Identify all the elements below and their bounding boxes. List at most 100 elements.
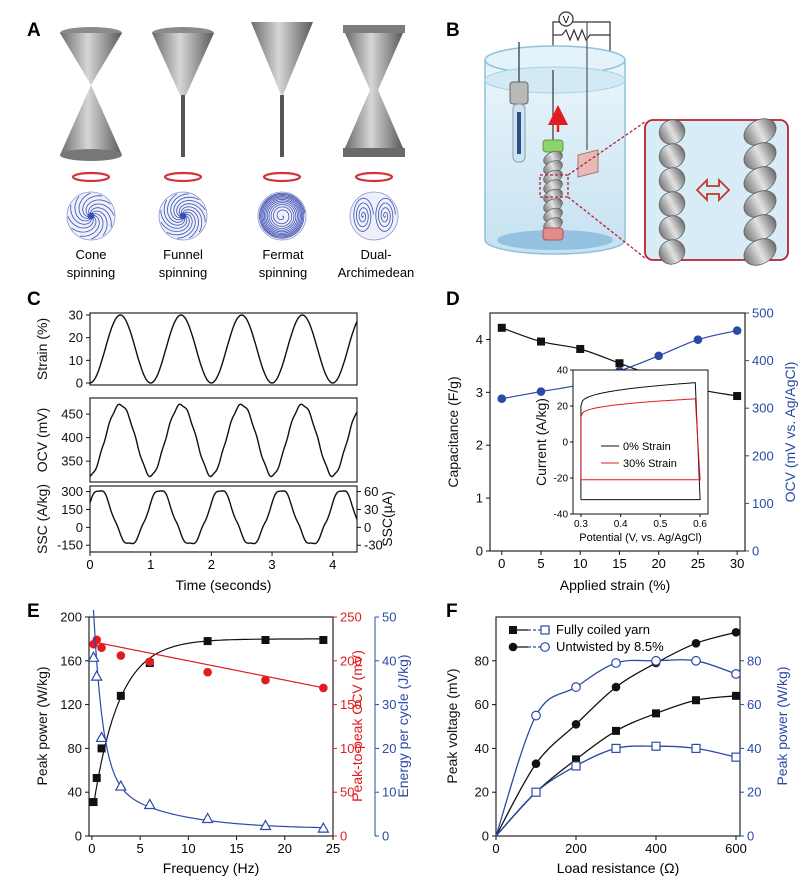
data-point [97, 744, 106, 753]
data-point [651, 741, 661, 751]
data-point [97, 643, 106, 652]
spiral-arm [176, 200, 206, 217]
x-tick-label: 400 [645, 841, 667, 856]
y-tick-label: 150 [340, 697, 362, 712]
y-tick-label: 40 [475, 741, 489, 756]
spiral-arm [170, 193, 189, 221]
plot-frame [89, 312, 358, 386]
data-point [531, 759, 541, 769]
data-point [731, 669, 741, 679]
data-point [143, 798, 156, 810]
spiral-arm [166, 213, 193, 236]
y-tick-label: 0 [75, 829, 82, 844]
legend-label: Untwisted by 8.5% [556, 639, 664, 654]
panel-label-a: A [27, 20, 41, 41]
spiral-arm [160, 215, 190, 232]
archimedean-spiral [375, 197, 396, 232]
yarn-coil-zoom-segment [658, 167, 686, 193]
data-point [652, 709, 660, 718]
y-tick-label: 500 [752, 306, 774, 321]
data-point [261, 635, 270, 644]
data-point [317, 821, 330, 833]
x-tick-label: 3 [268, 557, 275, 572]
y-tick-label: 20 [747, 785, 761, 800]
spiral-arm [89, 207, 112, 228]
x-tick-label: 4 [329, 557, 336, 572]
spiral-arm [90, 210, 108, 236]
fermat-spinning-label: Fermat spinning [259, 247, 307, 280]
cone-spinning-illustration [60, 27, 122, 161]
x-tick-label: 5 [537, 556, 544, 571]
spiral-arm [177, 211, 196, 239]
y-tick-label: 2 [476, 438, 483, 453]
y-axis-title-right-1: Peak-to-peak OCV (mV) [349, 650, 365, 802]
yarn-coil-zoom-segment [658, 143, 686, 169]
data-point [615, 359, 624, 368]
inset-y-tick-label: 0 [562, 438, 568, 449]
data-point [203, 667, 212, 677]
dual-archimedean-illustration [343, 25, 405, 157]
panel-label-e: E [27, 601, 40, 622]
data-point [572, 755, 580, 764]
x-tick-label: 200 [565, 841, 587, 856]
data-point [536, 387, 546, 396]
legend-label: Fully coiled yarn [556, 622, 650, 637]
inset-x-tick-label: 0.5 [653, 519, 667, 530]
x-tick-label: 30 [730, 556, 744, 571]
y-tick-label: 0 [752, 544, 759, 559]
panel-b-illustration: V [484, 11, 789, 266]
y-tick-label: 40 [747, 741, 761, 756]
y-tick-label: 120 [60, 697, 82, 712]
spiral-arm [90, 213, 104, 240]
data-point [95, 731, 108, 743]
y-tick-label: 200 [60, 610, 82, 625]
inset-y-tick-label: -20 [554, 474, 569, 485]
inset-y-axis-title: Current (A/kg) [533, 398, 549, 486]
data-point [537, 337, 545, 346]
data-point [691, 638, 701, 648]
y-tick-label: 450 [61, 407, 83, 422]
data-point [531, 787, 541, 797]
x-tick-label: 15 [612, 556, 626, 571]
data-point [693, 335, 703, 344]
archimedean-spiral [353, 197, 374, 232]
y-tick-label: 300 [752, 401, 774, 416]
y-tick-label: 4 [476, 332, 483, 347]
x-tick-label: 10 [573, 556, 587, 571]
x-axis-title: Frequency (Hz) [163, 860, 259, 876]
spiral-disc-icon [349, 191, 399, 241]
double-arrow-icon [695, 177, 731, 203]
y-axis-title-right: Peak power (W/kg) [774, 666, 790, 785]
yarn-coil-zoom-segment [743, 238, 777, 266]
inset-y-tick-label: 40 [557, 366, 569, 377]
data-point [87, 651, 100, 662]
y-tick-label: 0 [340, 829, 347, 844]
x-tick-label: 0 [88, 841, 95, 856]
spiral-arm [182, 209, 199, 239]
y-tick-label: 40 [68, 785, 82, 800]
y-tick-label: 250 [340, 610, 362, 625]
waveform-ssc [89, 490, 358, 545]
y-tick-label: 60 [747, 697, 761, 712]
fermat-spiral [259, 192, 306, 239]
data-point [259, 819, 272, 831]
y-axis-title: OCV (mV) [34, 408, 50, 473]
spiral-arm [180, 206, 203, 233]
y-tick-label: 30 [382, 697, 396, 712]
data-point [654, 351, 663, 361]
data-point [612, 726, 620, 735]
x-tick-label: 20 [278, 841, 292, 856]
x-tick-label: 20 [651, 556, 665, 571]
x-tick-label: 0 [492, 841, 499, 856]
data-point [531, 710, 541, 721]
data-point [116, 691, 125, 700]
x-tick-label: 2 [208, 557, 215, 572]
panel-label-d: D [446, 289, 460, 310]
spiral-arm [160, 210, 188, 229]
coiled-yarn-icon [542, 139, 564, 241]
inset-x-tick-label: 0.4 [614, 519, 628, 530]
data-point [571, 761, 581, 771]
y-tick-label: 0 [364, 520, 371, 535]
x-tick-label: 25 [691, 556, 705, 571]
